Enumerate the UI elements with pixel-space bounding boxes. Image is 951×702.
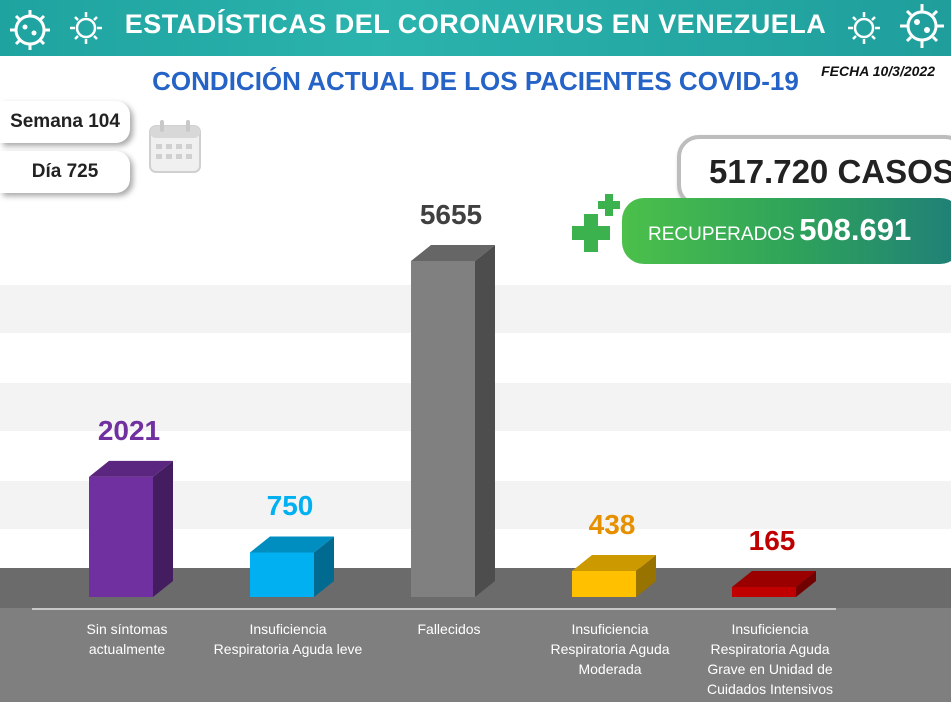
recovered-box: RECUPERADOS 508.691 — [622, 198, 951, 264]
virus-icon — [848, 12, 880, 44]
bar-side — [314, 536, 334, 597]
calendar-icon — [149, 120, 201, 173]
category-label: Insuficiencia Respiratoria Aguda Moderad… — [550, 621, 670, 677]
bar — [572, 570, 636, 597]
bar-value-label: 2021 — [97, 414, 161, 446]
bar-side — [796, 571, 816, 597]
bar-side — [475, 245, 495, 597]
bar-top — [250, 536, 334, 553]
week-badge: Semana 104 — [0, 101, 130, 143]
header-banner: ESTADÍSTICAS DEL CORONAVIRUS EN VENEZUEL… — [0, 0, 951, 56]
recovered-value: 508.691 — [799, 212, 912, 247]
category-label: Fallecidos — [417, 621, 481, 637]
bar-value-label: 438 — [588, 508, 636, 540]
total-cases-value: 517.720 CASOS — [709, 153, 951, 190]
bar-side — [153, 460, 173, 597]
bar-value-label: 750 — [266, 490, 314, 522]
virus-icon — [70, 12, 102, 44]
page-subtitle: CONDICIÓN ACTUAL DE LOS PACIENTES COVID-… — [152, 66, 799, 96]
bar-top — [732, 571, 816, 587]
day-badge: Día 725 — [0, 151, 130, 193]
plus-icon — [598, 194, 620, 216]
bar-side — [636, 554, 656, 597]
bar — [250, 552, 314, 597]
bar — [411, 261, 475, 597]
bar-value-label: 165 — [748, 525, 796, 556]
bar — [732, 587, 796, 597]
bar-value-label: 5655 — [419, 199, 483, 230]
bar-top — [89, 460, 173, 477]
category-label: Insuficiencia Respiratoria Aguda leve — [213, 621, 363, 657]
recovered-label: RECUPERADOS — [648, 224, 795, 245]
virus-icon — [900, 4, 944, 48]
virus-icon — [10, 10, 50, 50]
category-label: Insuficiencia Respiratoria Aguda Grave e… — [706, 621, 834, 697]
bar — [89, 476, 153, 597]
plus-icon — [572, 214, 610, 252]
category-label: Sin síntomas actualmente — [86, 621, 168, 657]
banner-title: ESTADÍSTICAS DEL CORONAVIRUS EN VENEZUEL… — [124, 9, 827, 39]
bar-top — [572, 554, 656, 571]
bar-top — [411, 245, 495, 261]
date-label: FECHA 10/3/2022 — [821, 63, 935, 79]
